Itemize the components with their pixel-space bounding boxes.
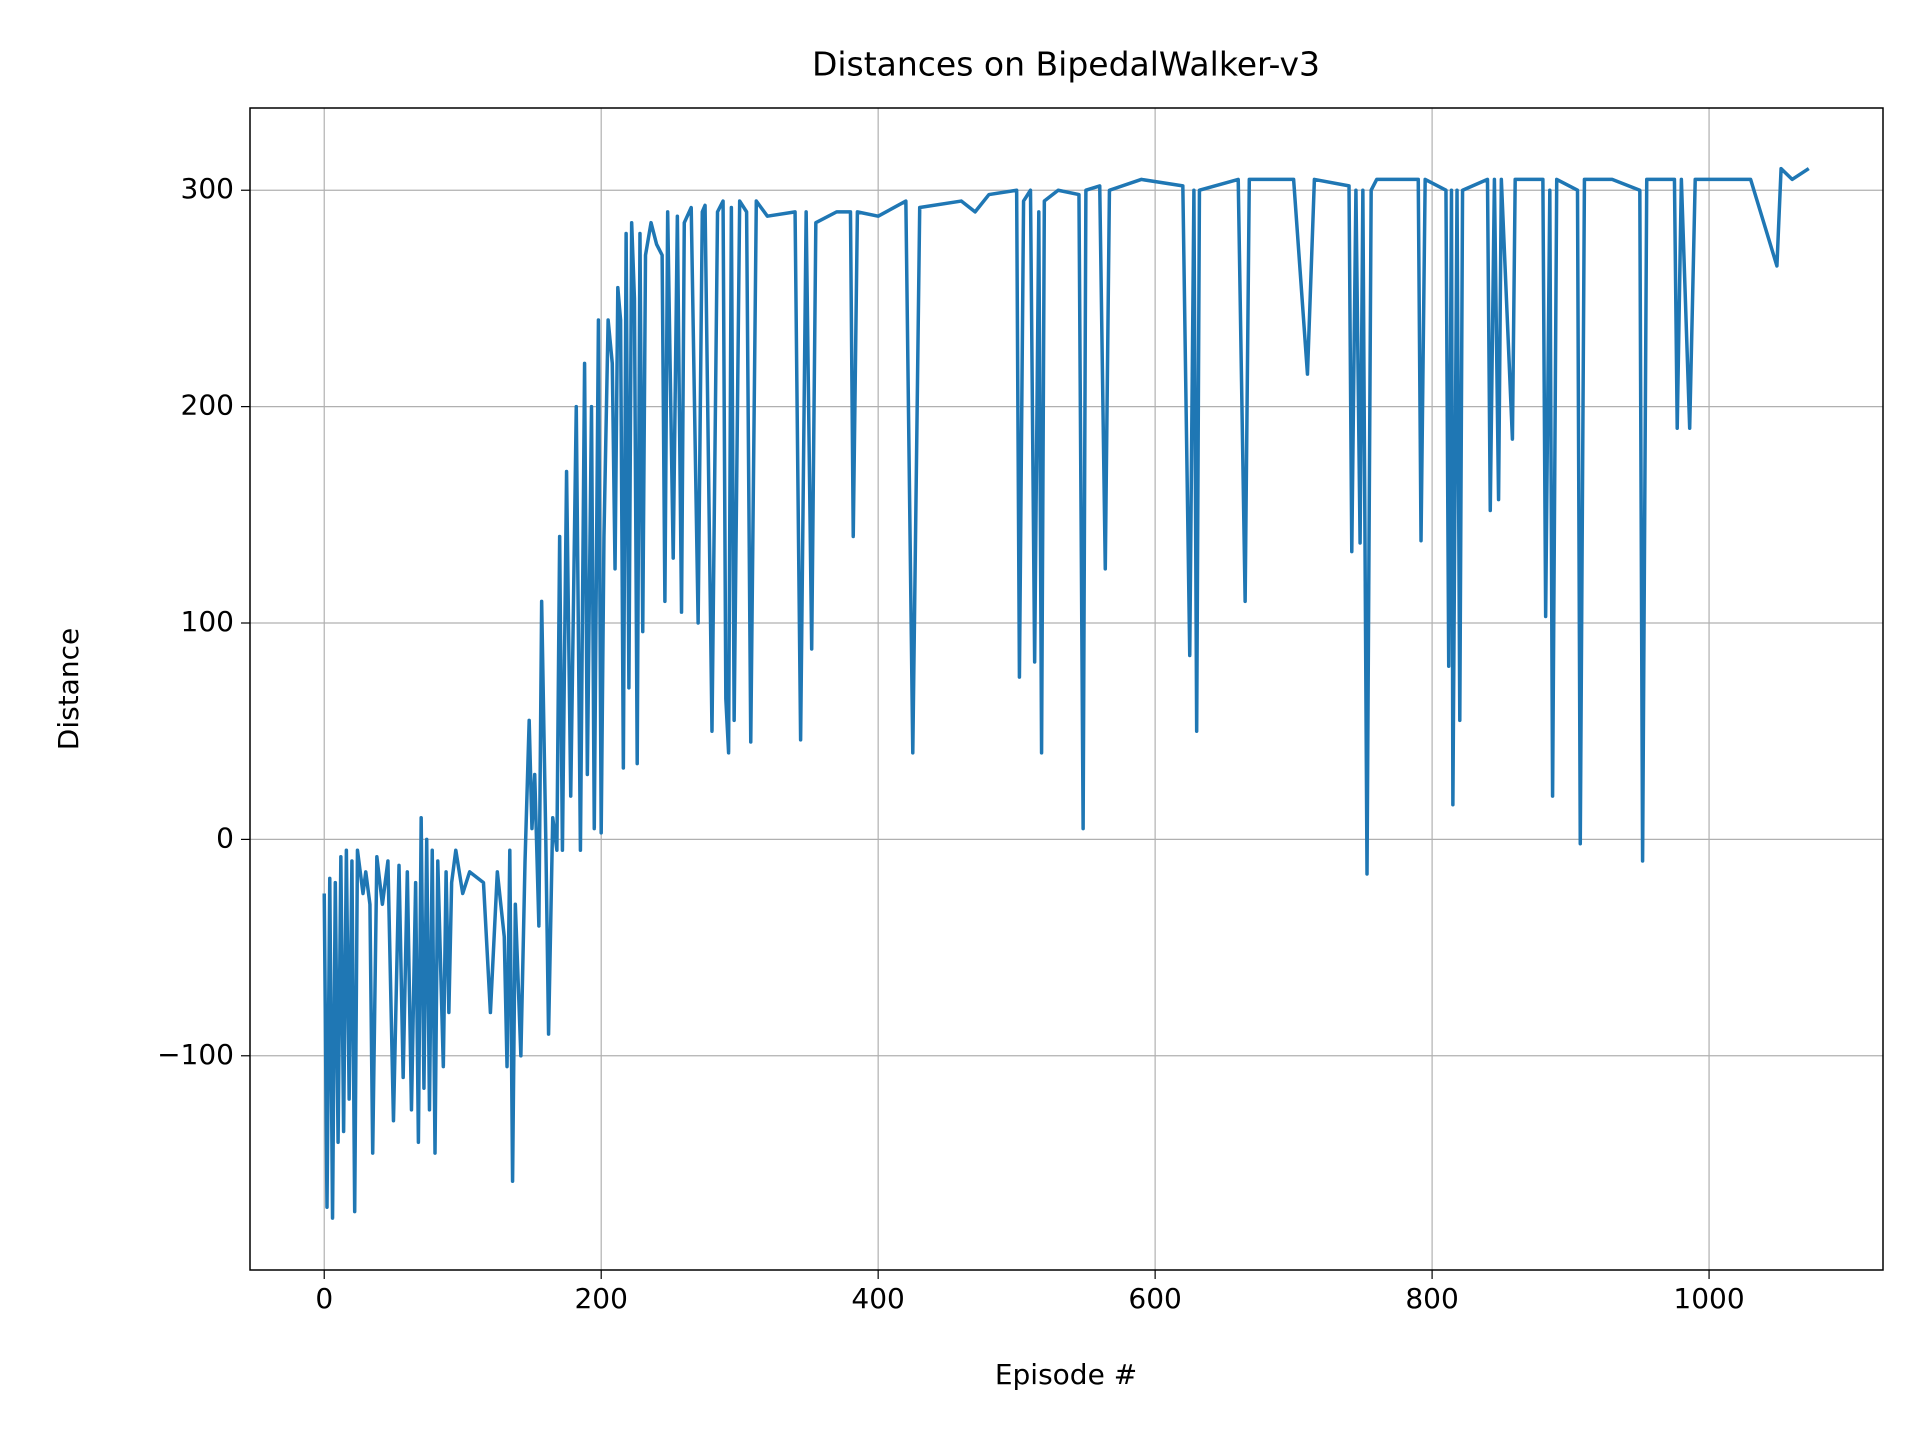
data-line [322, 166, 1810, 1220]
y-tick-label: 200 [181, 389, 234, 422]
x-tick-label: 200 [574, 1282, 627, 1315]
x-tick-label: 1000 [1673, 1282, 1744, 1315]
y-tick-label: 0 [216, 821, 234, 854]
y-tick-label: −100 [157, 1038, 234, 1071]
x-axis-label: Episode # [995, 1358, 1137, 1391]
y-axis-label: Distance [52, 628, 85, 750]
x-tick-label: 600 [1128, 1282, 1181, 1315]
y-tick-label: 100 [181, 605, 234, 638]
x-tick-label: 0 [315, 1282, 333, 1315]
y-tick-label: 300 [181, 172, 234, 205]
chart-title: Distances on BipedalWalker-v3 [812, 45, 1320, 84]
x-tick-label: 800 [1405, 1282, 1458, 1315]
plot-frame [249, 107, 1884, 1271]
x-tick-label: 400 [851, 1282, 904, 1315]
